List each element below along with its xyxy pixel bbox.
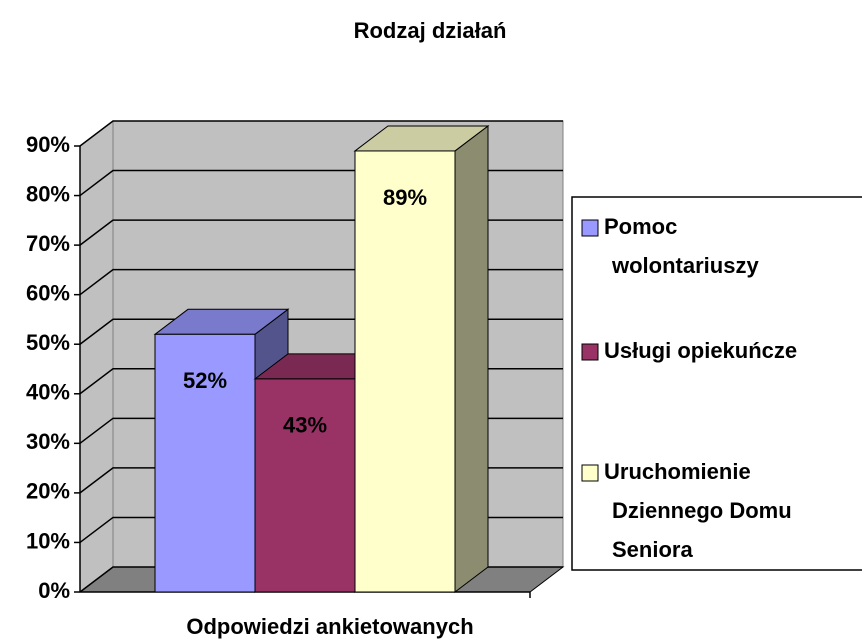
bar-front xyxy=(254,378,356,593)
legend-swatch xyxy=(581,343,599,361)
chart-title: Rodzaj działań xyxy=(354,18,507,43)
y-tick-label: 20% xyxy=(26,479,70,504)
bar-front xyxy=(354,150,456,593)
legend-label: Usługi opiekuńcze xyxy=(604,338,797,363)
data-label: 89% xyxy=(383,185,427,210)
data-label: 43% xyxy=(283,413,327,438)
bar xyxy=(353,124,490,594)
legend-swatch xyxy=(581,219,599,237)
y-tick-label: 50% xyxy=(26,330,70,355)
y-tick-label: 70% xyxy=(26,231,70,256)
y-tick-label: 60% xyxy=(26,280,70,305)
y-tick-label: 80% xyxy=(26,181,70,206)
y-tick-label: 30% xyxy=(26,429,70,454)
bar-side xyxy=(454,124,489,594)
y-tick-label: 90% xyxy=(26,132,70,157)
x-axis-label: Odpowiedzi ankietowanych xyxy=(186,614,473,639)
data-label: 52% xyxy=(183,368,227,393)
legend-swatch xyxy=(581,464,599,482)
y-tick-label: 10% xyxy=(26,528,70,553)
y-tick-label: 0% xyxy=(38,578,70,603)
legend-label: Pomoc wolontariuszy xyxy=(604,214,759,278)
legend-box xyxy=(571,196,862,571)
y-tick-label: 40% xyxy=(26,380,70,405)
bar-front xyxy=(154,333,256,593)
grid-line xyxy=(79,120,563,147)
legend-label: Uruchomienie Dziennego Domu Seniora xyxy=(604,459,792,562)
